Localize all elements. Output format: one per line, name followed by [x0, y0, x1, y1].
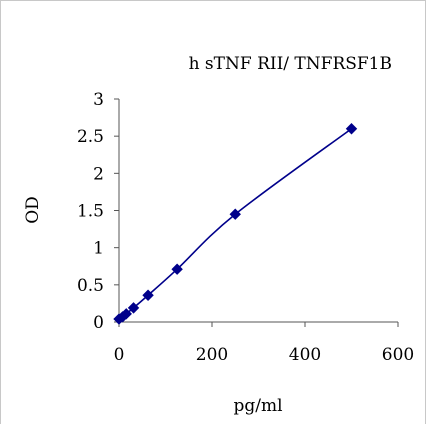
y-tick-label: 1 — [93, 239, 104, 259]
y-tick-label: 2 — [93, 164, 104, 184]
y-tick-label: 0.5 — [77, 276, 104, 296]
x-axis-label: pg/ml — [233, 396, 282, 416]
data-point-marker — [345, 123, 358, 135]
chart-title: h sTNF RII/ TNFRSF1B — [189, 54, 392, 74]
y-tick-label: 2.5 — [77, 127, 104, 147]
data-point-marker — [171, 263, 183, 275]
axes: 0 0.5 1 1.5 2 2.5 3 0 200 400 600 — [77, 90, 414, 365]
x-tick-label: 0 — [114, 345, 125, 365]
y-axis-label: OD — [23, 196, 43, 224]
series-line — [118, 128, 352, 320]
data-point-marker — [229, 208, 241, 220]
x-tick-label: 600 — [382, 345, 414, 365]
y-tick-label: 0 — [93, 313, 104, 333]
data-point-marker — [142, 289, 154, 301]
x-tick-label: 200 — [196, 345, 228, 365]
x-tick-label: 400 — [289, 345, 321, 365]
series — [113, 123, 358, 325]
y-tick-label: 3 — [93, 90, 104, 110]
y-tick-label: 1.5 — [77, 202, 104, 222]
data-point-marker — [120, 308, 132, 320]
data-point-marker — [127, 302, 140, 314]
